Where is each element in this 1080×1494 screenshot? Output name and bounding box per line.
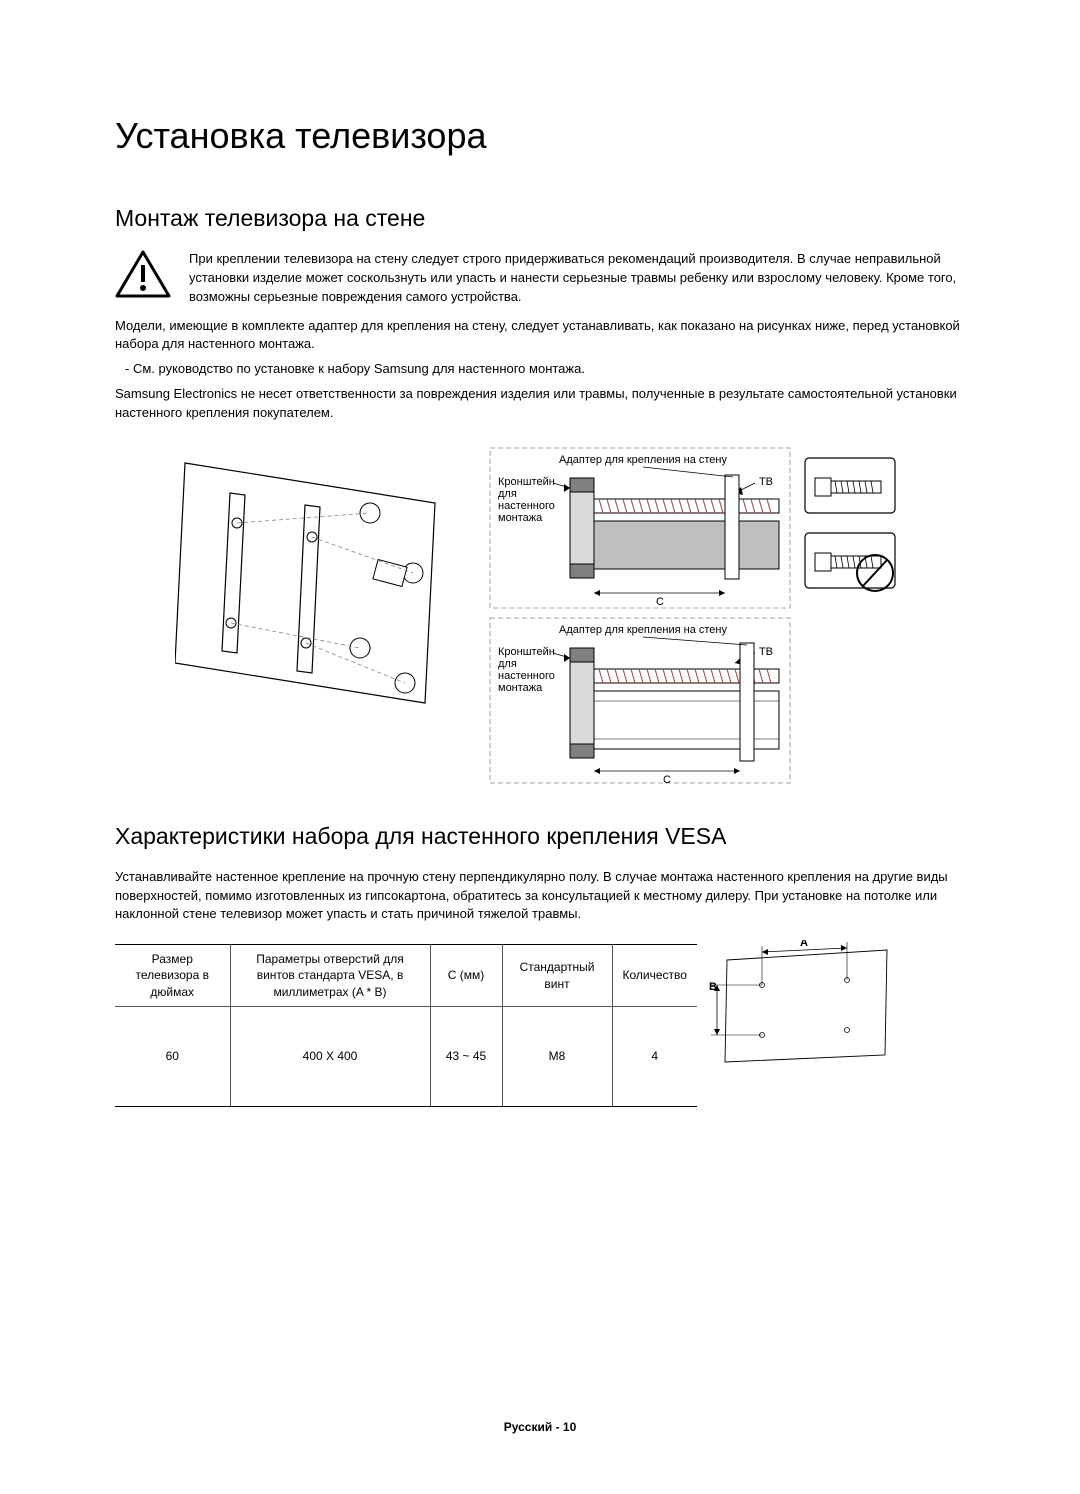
- c-label-bottom: C: [663, 774, 671, 786]
- tv-bracket-illustration: [175, 463, 435, 703]
- th-screw: Стандартный винт: [502, 945, 612, 1007]
- tv-label-bottom: ТВ: [759, 646, 773, 658]
- th-c: C (мм): [430, 945, 502, 1007]
- c-label-top: C: [656, 596, 664, 608]
- td-size: 60: [115, 1006, 230, 1106]
- vesa-table-row: Размер телевизора в дюймах Параметры отв…: [115, 930, 965, 1107]
- bracket-label-top: Кронштейндлянастенногомонтажа: [498, 476, 555, 524]
- label-b: B: [709, 981, 717, 993]
- th-size: Размер телевизора в дюймах: [115, 945, 230, 1007]
- warning-text: При креплении телевизора на стену следуе…: [189, 250, 965, 307]
- cross-section-bottom: Адаптер для крепления на стену Кронштейн…: [490, 618, 790, 786]
- label-a: A: [800, 940, 808, 949]
- vesa-paragraph: Устанавливайте настенное крепление на пр…: [115, 868, 965, 925]
- th-holes: Параметры отверстий для винтов стандарта…: [230, 945, 430, 1007]
- table-row: 60 400 X 400 43 ~ 45 M8 4: [115, 1006, 697, 1106]
- tv-label-top: ТВ: [759, 476, 773, 488]
- section-vesa-title: Характеристики набора для настенного кре…: [115, 823, 965, 850]
- td-holes: 400 X 400: [230, 1006, 430, 1106]
- adapter-label-top: Адаптер для крепления на стену: [559, 454, 728, 466]
- vesa-table: Размер телевизора в дюймах Параметры отв…: [115, 944, 697, 1107]
- td-screw: M8: [502, 1006, 612, 1106]
- adapter-label-bottom: Адаптер для крепления на стену: [559, 624, 728, 636]
- th-qty: Количество: [612, 945, 697, 1007]
- bolt-prohibited: [805, 533, 895, 591]
- section-wall-mount-title: Монтаж телевизора на стене: [115, 205, 965, 232]
- bracket-label-bottom: Кронштейндлянастенногомонтажа: [498, 646, 555, 694]
- bolt-ok: [805, 458, 895, 513]
- td-qty: 4: [612, 1006, 697, 1106]
- page-footer: Русский - 10: [0, 1420, 1080, 1434]
- paragraph-disclaimer: Samsung Electronics не несет ответственн…: [115, 385, 965, 423]
- td-c: 43 ~ 45: [430, 1006, 502, 1106]
- warning-block: При креплении телевизора на стену следуе…: [115, 250, 965, 307]
- bullet-manual: См. руководство по установке к набору Sa…: [125, 360, 965, 379]
- paragraph-models: Модели, имеющие в комплекте адаптер для …: [115, 317, 965, 355]
- cross-section-top: Адаптер для крепления на стену Кронштейн…: [490, 448, 790, 608]
- tv-back-sketch: A B: [707, 930, 897, 1075]
- page-title: Установка телевизора: [115, 115, 965, 157]
- warning-icon: [115, 250, 171, 307]
- mounting-diagram: Адаптер для крепления на стену Кронштейн…: [115, 443, 965, 793]
